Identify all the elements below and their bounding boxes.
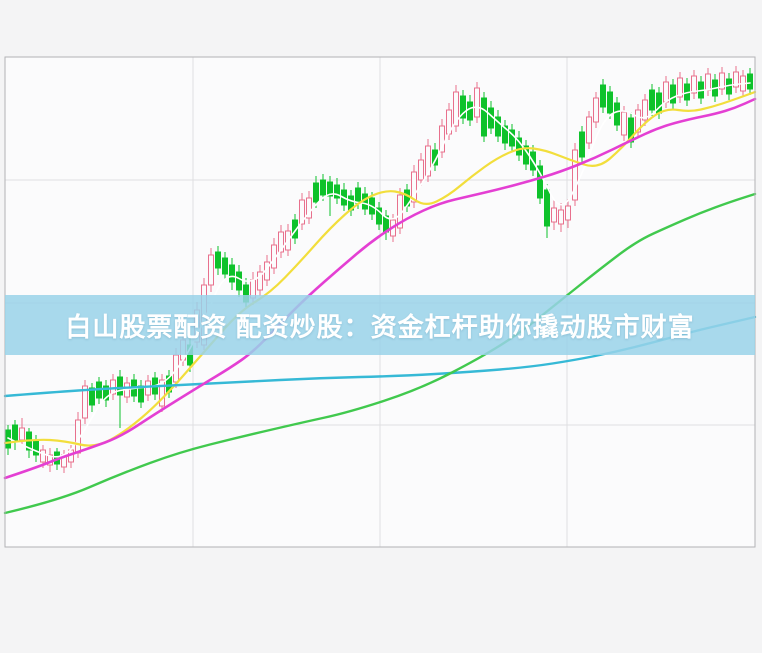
ma-yellow bbox=[3, 90, 757, 447]
ma-magenta bbox=[3, 97, 757, 480]
candles bbox=[5, 66, 753, 473]
ma-green bbox=[3, 192, 757, 515]
